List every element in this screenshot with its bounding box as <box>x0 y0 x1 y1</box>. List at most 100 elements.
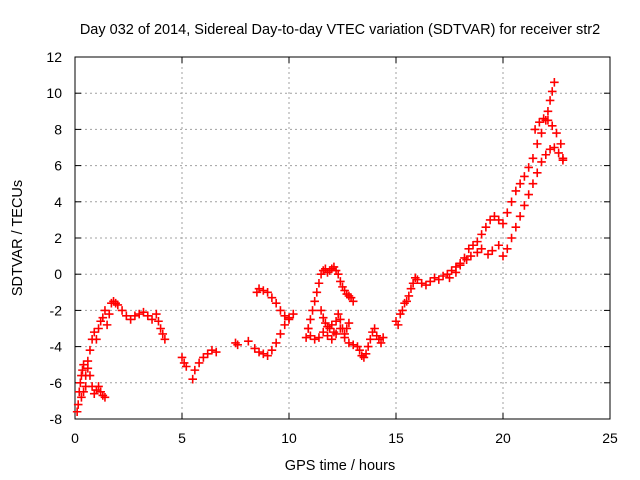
data-point <box>94 382 103 391</box>
data-point <box>342 324 352 333</box>
data-point <box>348 297 358 306</box>
data-point <box>314 333 324 342</box>
data-point <box>117 306 127 315</box>
y-tick-label: 10 <box>46 85 62 101</box>
data-point <box>333 309 343 319</box>
data-point <box>263 351 272 360</box>
data-point <box>515 211 525 221</box>
data-point <box>507 233 516 243</box>
data-point <box>502 208 512 217</box>
data-point <box>323 331 332 341</box>
data-point <box>312 288 322 297</box>
data-point <box>188 374 197 384</box>
data-point <box>76 378 85 388</box>
data-point <box>156 324 165 333</box>
data-point <box>318 313 328 322</box>
data-point <box>498 251 508 261</box>
data-point <box>72 407 82 417</box>
data-point <box>77 392 86 402</box>
data-point <box>308 306 317 315</box>
data-point <box>511 186 521 196</box>
data-point <box>276 306 285 315</box>
data-point <box>398 306 407 315</box>
data-point <box>126 315 135 324</box>
data-point <box>102 320 112 330</box>
data-point <box>376 338 386 348</box>
data-points <box>72 78 568 417</box>
data-point <box>104 309 114 319</box>
data-point <box>329 327 339 337</box>
data-point <box>507 197 516 207</box>
data-point <box>550 143 559 152</box>
data-point <box>537 157 546 167</box>
data-point <box>545 96 555 105</box>
data-point <box>152 309 161 319</box>
data-point <box>378 333 388 342</box>
data-point <box>528 154 538 163</box>
data-point <box>455 260 465 270</box>
data-point <box>528 179 538 188</box>
data-point <box>267 293 277 303</box>
data-point <box>520 172 529 181</box>
data-point <box>344 318 354 328</box>
data-point <box>267 345 277 355</box>
data-point <box>445 273 454 283</box>
data-point <box>483 249 493 259</box>
data-point <box>85 345 95 355</box>
data-point <box>543 116 553 125</box>
data-point <box>543 107 553 116</box>
data-point <box>464 244 474 254</box>
data-point <box>451 268 461 277</box>
chart-title: Day 032 of 2014, Sidereal Day-to-day VTE… <box>80 22 600 38</box>
data-point <box>139 307 148 317</box>
data-point <box>537 128 546 138</box>
data-point <box>83 356 93 366</box>
plot-area-border <box>74 56 611 420</box>
x-tick-label: 0 <box>71 430 79 446</box>
data-point <box>203 349 212 359</box>
data-point <box>532 139 542 149</box>
data-point <box>306 315 315 324</box>
data-point <box>83 364 93 373</box>
data-point <box>284 315 294 324</box>
data-point <box>434 275 444 284</box>
data-point <box>73 400 83 409</box>
data-point <box>94 324 103 333</box>
x-tick-label: 20 <box>495 430 511 446</box>
axis-ticks: 0 5 10 15 20 25 -8 -6 -4 -2 0 2 4 6 8 10 12 <box>46 49 618 446</box>
data-point <box>303 324 313 333</box>
data-point <box>550 78 559 87</box>
data-point <box>530 125 540 134</box>
data-point <box>494 240 504 250</box>
data-point <box>477 230 486 239</box>
data-point <box>333 269 343 279</box>
data-point <box>336 277 345 286</box>
data-point <box>306 331 315 341</box>
data-point <box>511 222 521 232</box>
data-point <box>393 320 403 330</box>
data-point <box>413 275 422 284</box>
data-point <box>406 284 416 293</box>
data-point <box>494 215 504 225</box>
data-point <box>408 278 418 288</box>
data-point <box>462 255 471 265</box>
data-point <box>502 244 512 254</box>
data-point <box>98 313 108 322</box>
data-point <box>250 344 260 353</box>
data-point <box>89 327 99 337</box>
data-point <box>81 382 90 391</box>
data-point <box>488 246 497 255</box>
data-point <box>481 222 491 232</box>
data-point <box>327 320 337 330</box>
data-point <box>355 345 364 355</box>
y-tick-label: -6 <box>50 375 63 391</box>
data-point <box>473 248 482 257</box>
data-point <box>402 297 411 306</box>
data-point <box>92 335 101 344</box>
data-point <box>524 163 533 172</box>
x-tick-label: 10 <box>281 430 297 446</box>
data-point <box>316 306 326 315</box>
y-axis-label: SDTVAR / TECUs <box>10 180 26 296</box>
data-point <box>177 353 187 362</box>
